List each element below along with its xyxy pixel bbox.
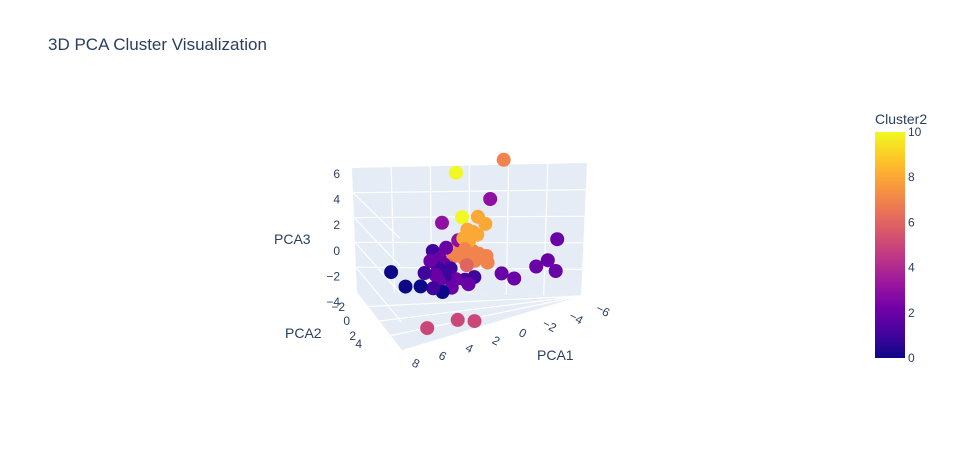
data-point	[483, 192, 498, 206]
z-tick-label: 0	[333, 244, 340, 258]
x-tick-label: 2	[490, 333, 503, 349]
y-axis-label: PCA2	[285, 325, 322, 341]
y-tick-label: −2	[331, 300, 345, 314]
x-tick-label: −2	[540, 316, 559, 335]
z-tick-label: 2	[333, 218, 340, 232]
data-point	[459, 258, 474, 273]
z-tick-label: 4	[333, 193, 340, 207]
data-point	[450, 312, 465, 327]
y-tick-label: 2	[349, 329, 356, 343]
data-point	[480, 255, 495, 270]
data-point	[455, 210, 470, 225]
y-tick-label: 4	[355, 337, 362, 351]
data-point	[456, 231, 471, 246]
data-point	[507, 271, 522, 286]
data-point	[413, 279, 428, 294]
x-tick-label: 6	[436, 348, 449, 364]
colorbar-ticks: 0 2 4 6 8 10	[908, 125, 922, 365]
data-point	[467, 314, 482, 329]
grid-line	[353, 215, 585, 219]
y-tick-label: 0	[343, 314, 350, 328]
z-tick-label: −4	[326, 295, 340, 309]
chart-title: 3D PCA Cluster Visualization	[48, 35, 267, 54]
colorbar-tick-label: 10	[908, 125, 922, 139]
data-points	[384, 152, 565, 336]
data-point	[550, 232, 565, 247]
x-tick-label: 0	[516, 325, 529, 341]
colorbar-tick-label: 6	[908, 215, 915, 229]
grid-line	[368, 295, 582, 308]
data-point	[458, 242, 472, 257]
data-point	[426, 281, 441, 296]
data-point	[540, 253, 555, 268]
data-point	[384, 265, 399, 280]
colorbar-tick-label: 2	[908, 306, 915, 320]
data-point	[461, 277, 476, 292]
grid-line	[354, 242, 402, 295]
grid-line	[353, 217, 401, 267]
data-point	[423, 254, 438, 269]
x-tick-label: 8	[410, 356, 423, 372]
colorbar: Cluster2 0 2 4 6 8 10	[875, 111, 927, 365]
data-point	[529, 259, 544, 274]
colorbar-tick-label: 8	[908, 170, 915, 184]
grid-line	[352, 192, 401, 239]
data-point	[420, 321, 435, 336]
data-point	[435, 215, 449, 230]
colorbar-tick-label: 4	[908, 261, 915, 275]
z-tick-label: −2	[326, 269, 340, 283]
z-tick-label: 6	[333, 167, 340, 181]
grid-line	[379, 295, 582, 322]
data-point	[417, 266, 432, 280]
x-axis-label: PCA1	[537, 347, 574, 363]
data-point	[470, 209, 485, 224]
x-tick-label: 4	[463, 341, 476, 357]
x-tick-label: −6	[594, 301, 613, 320]
grid-line	[352, 189, 586, 194]
grid-line	[355, 266, 402, 323]
grid-line	[543, 163, 549, 296]
data-point	[439, 240, 454, 255]
data-point	[449, 165, 463, 180]
colorbar-tick-label: 0	[908, 351, 915, 365]
data-point	[496, 152, 511, 167]
data-point	[548, 264, 563, 278]
data-point	[398, 279, 413, 294]
colorbar-gradient	[875, 132, 905, 358]
x-tick-label: −4	[567, 309, 586, 328]
data-point	[494, 266, 509, 281]
colorbar-title: Cluster2	[875, 111, 927, 127]
z-axis-label: PCA3	[274, 231, 311, 247]
